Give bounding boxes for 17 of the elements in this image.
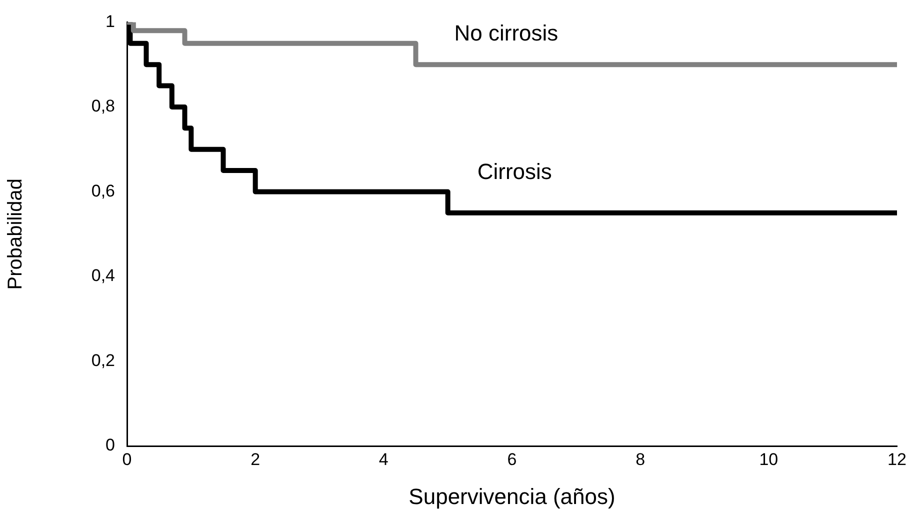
y-tick-label: 0 bbox=[106, 436, 115, 455]
x-tick-label: 4 bbox=[378, 450, 388, 469]
x-tick-label: 0 bbox=[122, 450, 132, 469]
y-tick-label: 0,4 bbox=[91, 266, 115, 286]
x-tick-label: 6 bbox=[507, 450, 517, 469]
x-tick-label: 8 bbox=[636, 450, 646, 469]
x-axis-title: Supervivencia (años) bbox=[408, 484, 616, 509]
series-label: Cirrosis bbox=[477, 158, 552, 184]
x-tick-label: 10 bbox=[759, 450, 778, 469]
y-tick-label: 1 bbox=[106, 12, 115, 31]
x-tick-label: 12 bbox=[888, 450, 906, 469]
y-tick-label: 0,8 bbox=[91, 96, 115, 116]
y-tick-label: 0,6 bbox=[91, 181, 115, 200]
y-axis-title: Probabilidad bbox=[4, 178, 27, 290]
y-tick-label: 0,2 bbox=[91, 350, 115, 370]
x-tick-label: 2 bbox=[250, 450, 260, 469]
series-label: No cirrosis bbox=[454, 20, 558, 46]
